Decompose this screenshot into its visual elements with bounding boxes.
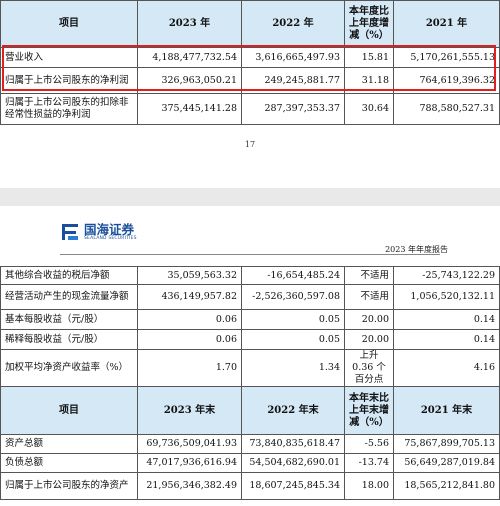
cell-2021: 0.14 (393, 329, 500, 350)
cell-2022: 1.34 (241, 349, 345, 387)
row-label: 归属于上市公司股东的净利润 (0, 67, 138, 94)
table-row: 资产总额 69,736,509,041.93 73,840,835,618.47… (0, 434, 500, 454)
page-divider (0, 188, 500, 206)
cell-2021: 4.16 (393, 349, 500, 387)
logo-en-text: SEALAND SECURITIES (84, 235, 137, 241)
cell-2022: -16,654,485.24 (241, 266, 345, 285)
cell-2021: 5,170,261,555.13 (393, 47, 500, 68)
row-label: 稀释每股收益（元/股） (0, 329, 138, 350)
cell-2023: 326,963,050.21 (137, 67, 242, 94)
cell-change: -5.56 (344, 434, 394, 454)
row-label: 经营活动产生的现金流量净额 (0, 284, 138, 310)
header-2023-end: 2023 年末 (137, 386, 242, 435)
cell-2021: 56,649,287,019.84 (393, 453, 500, 473)
cell-2021: 18,565,212,841.80 (393, 472, 500, 500)
table-row: 归属于上市公司股东的扣除非经常性损益的净利润 375,445,141.28 28… (0, 93, 500, 125)
page-number: 17 (244, 140, 256, 149)
header-2022-end: 2022 年末 (241, 386, 345, 435)
table-header-row: 项目 2023 年末 2022 年末 本年末比上年末增减（%） 2021 年末 (0, 386, 500, 435)
header-2022: 2022 年 (241, 0, 345, 48)
cell-change: 不适用 (344, 284, 394, 310)
cell-2021: 1,056,520,132.11 (393, 284, 500, 310)
row-label: 归属于上市公司股东的扣除非经常性损益的净利润 (0, 93, 138, 125)
table-row: 稀释每股收益（元/股） 0.06 0.05 20.00 0.14 (0, 329, 500, 350)
table-row: 加权平均净资产收益率（%） 1.70 1.34 上升 0.36 个百分点 4.1… (0, 349, 500, 387)
row-label: 负债总额 (0, 453, 138, 473)
header-rule (60, 254, 440, 255)
table-row: 归属于上市公司股东的净利润 326,963,050.21 249,245,881… (0, 67, 500, 94)
company-logo: 国海证券 SEALAND SECURITIES (60, 222, 137, 242)
cell-2021: -25,743,122.29 (393, 266, 500, 285)
cell-2023: 35,059,563.32 (137, 266, 242, 285)
cell-change: 上升 0.36 个百分点 (344, 349, 394, 387)
cell-2022: 54,504,682,690.01 (241, 453, 345, 473)
cell-2023: 69,736,509,041.93 (137, 434, 242, 454)
row-label: 加权平均净资产收益率（%） (0, 349, 138, 387)
table-row: 其他综合收益的税后净额 35,059,563.32 -16,654,485.24… (0, 266, 500, 285)
report-title: 2023 年年度报告 (385, 245, 448, 254)
cell-2023: 21,956,346,382.49 (137, 472, 242, 500)
header-item: 项目 (0, 0, 138, 48)
cell-2023: 436,149,957.82 (137, 284, 242, 310)
row-label: 资产总额 (0, 434, 138, 454)
cell-2022: 73,840,835,618.47 (241, 434, 345, 454)
cell-2023: 375,445,141.28 (137, 93, 242, 125)
cell-2023: 47,017,936,616.94 (137, 453, 242, 473)
row-label: 其他综合收益的税后净额 (0, 266, 138, 285)
table-row: 经营活动产生的现金流量净额 436,149,957.82 -2,526,360,… (0, 284, 500, 310)
cell-change: 31.18 (344, 67, 394, 94)
header-2023: 2023 年 (137, 0, 242, 48)
cell-2022: 3,616,665,497.93 (241, 47, 345, 68)
cell-2023: 4,188,477,732.54 (137, 47, 242, 68)
cell-change: 20.00 (344, 329, 394, 350)
table-row: 营业收入 4,188,477,732.54 3,616,665,497.93 1… (0, 47, 500, 68)
cell-change: 18.00 (344, 472, 394, 500)
row-label: 基本每股收益（元/股） (0, 309, 138, 330)
table-header-row: 项目 2023 年 2022 年 本年度比上年度增减（%） 2021 年 (0, 0, 500, 48)
cell-change: 30.64 (344, 93, 394, 125)
cell-change: 不适用 (344, 266, 394, 285)
cell-2023: 1.70 (137, 349, 242, 387)
sealand-logo-icon (62, 224, 78, 240)
table-row: 归属于上市公司股东的净资产 21,956,346,382.49 18,607,2… (0, 472, 500, 500)
header-2021: 2021 年 (393, 0, 500, 48)
cell-2021: 0.14 (393, 309, 500, 330)
financial-table-top: 项目 2023 年 2022 年 本年度比上年度增减（%） 2021 年 营业收… (0, 0, 500, 125)
logo-cn-text: 国海证券 (84, 221, 135, 237)
cell-2023: 0.06 (137, 309, 242, 330)
row-label: 归属于上市公司股东的净资产 (0, 472, 138, 500)
header-2021-end: 2021 年末 (393, 386, 500, 435)
financial-table-bottom: 其他综合收益的税后净额 35,059,563.32 -16,654,485.24… (0, 266, 500, 500)
table-row: 基本每股收益（元/股） 0.06 0.05 20.00 0.14 (0, 309, 500, 330)
cell-change: 15.81 (344, 47, 394, 68)
cell-change: -13.74 (344, 453, 394, 473)
cell-2021: 788,580,527.31 (393, 93, 500, 125)
cell-2021: 75,867,899,705.13 (393, 434, 500, 454)
header-change: 本年末比上年末增减（%） (344, 386, 394, 435)
header-change: 本年度比上年度增减（%） (344, 0, 394, 48)
cell-2022: 0.05 (241, 309, 345, 330)
row-label: 营业收入 (0, 47, 138, 68)
table-row: 负债总额 47,017,936,616.94 54,504,682,690.01… (0, 453, 500, 473)
cell-2021: 764,619,396.32 (393, 67, 500, 94)
cell-2022: 0.05 (241, 329, 345, 350)
cell-change: 20.00 (344, 309, 394, 330)
cell-2022: 249,245,881.77 (241, 67, 345, 94)
cell-2022: 287,397,353.37 (241, 93, 345, 125)
cell-2022: -2,526,360,597.08 (241, 284, 345, 310)
cell-2023: 0.06 (137, 329, 242, 350)
header-item: 项目 (0, 386, 138, 435)
cell-2022: 18,607,245,845.34 (241, 472, 345, 500)
